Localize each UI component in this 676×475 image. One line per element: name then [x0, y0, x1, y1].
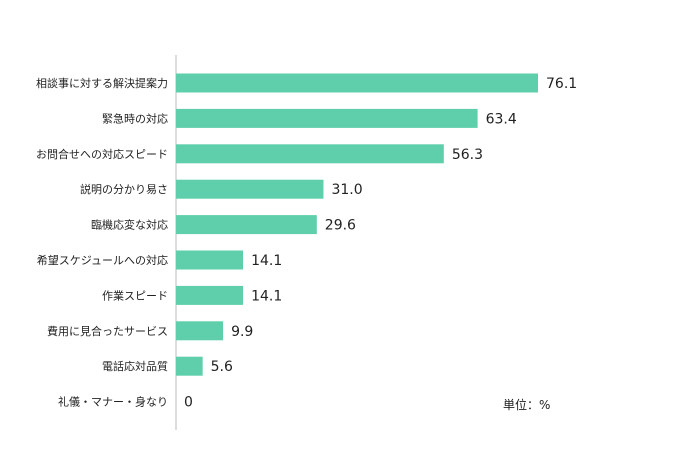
category-label: お問合せへの対応スピード	[36, 147, 168, 161]
value-label: 31.0	[331, 182, 362, 198]
value-labels: 76.1 63.4 56.3 31.0 29.6 14.1 14.1 9.9 5.6 0	[184, 76, 577, 411]
bars-group	[176, 73, 538, 376]
category-labels: 相談事に対する解決提案力緊急時の対応お問合せへの対応スピード説明の分かり易さ臨機…	[36, 76, 168, 409]
category-label: 説明の分かり易さ	[80, 182, 168, 196]
value-label: 14.1	[251, 288, 282, 304]
category-label: 費用に見合ったサービス	[47, 324, 168, 338]
bar	[176, 321, 224, 341]
bar	[176, 250, 244, 270]
category-label: 緊急時の対応	[102, 111, 168, 125]
value-label: 9.9	[231, 324, 253, 340]
bar	[176, 73, 538, 93]
bar	[176, 285, 244, 305]
bar	[176, 179, 324, 199]
category-label: 希望スケジュールへの対応	[37, 253, 168, 267]
value-label: 29.6	[325, 218, 356, 234]
value-label: 63.4	[486, 111, 517, 127]
value-label: 14.1	[251, 253, 282, 269]
bar	[176, 144, 444, 164]
value-label: 76.1	[546, 76, 577, 92]
unit-label: 単位：%	[503, 397, 550, 412]
value-label: 0	[184, 395, 193, 411]
category-label: 作業スピード	[102, 289, 168, 302]
category-label: 礼儀・マナー・身なり	[58, 395, 168, 409]
bar	[176, 108, 478, 128]
bar	[176, 356, 203, 376]
value-label: 5.6	[211, 359, 233, 375]
bar	[176, 215, 317, 235]
category-label: 相談事に対する解決提案力	[36, 76, 168, 90]
category-label: 電話応対品質	[102, 359, 168, 373]
value-label: 56.3	[452, 147, 483, 163]
category-label: 臨機応変な対応	[91, 218, 168, 232]
